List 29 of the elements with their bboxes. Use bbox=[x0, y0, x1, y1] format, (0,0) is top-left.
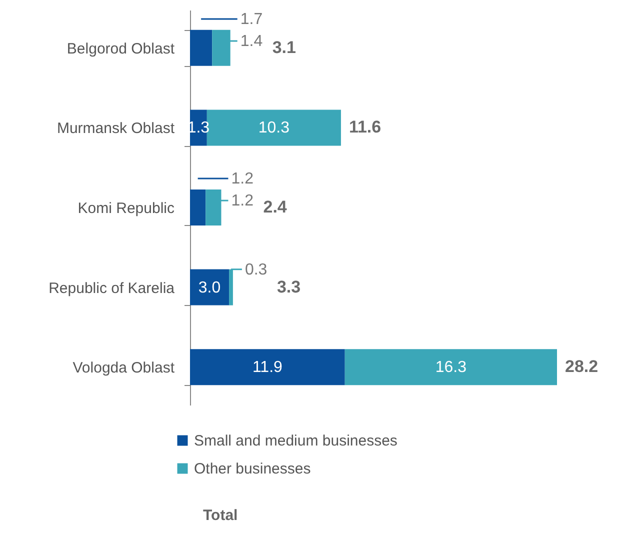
bar bbox=[344, 349, 557, 386]
y-tick-label: Murmansk Oblast bbox=[56, 120, 176, 138]
y-tick-label: Komi Republic bbox=[78, 200, 175, 217]
y-tick-label: Belgorod Oblast bbox=[66, 40, 176, 58]
bar bbox=[190, 349, 345, 386]
data-label: 1.7 bbox=[240, 10, 263, 28]
y-tick-label: Republic of Karelia bbox=[48, 280, 176, 297]
y-tick-label: Vologda Oblast bbox=[72, 360, 176, 377]
data-label: 3.0 bbox=[198, 279, 221, 296]
total-label: 3.1 bbox=[272, 38, 296, 57]
text: Total bbox=[203, 507, 238, 524]
data-label: 1.3 bbox=[187, 120, 210, 137]
total-label: 3.3 bbox=[276, 277, 301, 296]
total-label: 28.2 bbox=[565, 357, 598, 376]
bar bbox=[190, 30, 212, 66]
total-label: 11.6 bbox=[348, 118, 382, 137]
data-label: 10.3 bbox=[258, 120, 290, 137]
bar bbox=[190, 110, 207, 146]
data-label: 1.2 bbox=[231, 170, 254, 188]
data-label: 0.3 bbox=[244, 261, 268, 278]
bar bbox=[190, 269, 230, 306]
bar bbox=[190, 190, 206, 226]
data-label: 1.4 bbox=[240, 32, 263, 50]
data-label: 11.9 bbox=[252, 359, 283, 376]
total-label: 2.4 bbox=[263, 198, 288, 216]
legend-label: Other businesses bbox=[194, 460, 311, 478]
data-label: 1.2 bbox=[231, 192, 254, 210]
legend-label: Small and medium businesses bbox=[194, 432, 398, 450]
data-label: 16.3 bbox=[435, 359, 467, 376]
